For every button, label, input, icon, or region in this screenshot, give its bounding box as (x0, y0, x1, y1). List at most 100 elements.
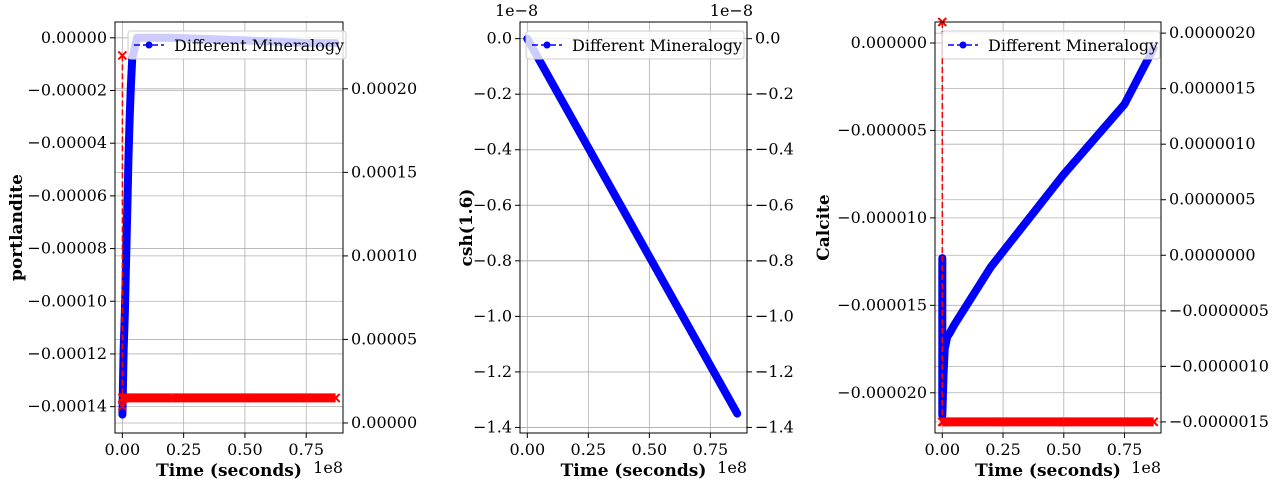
y-tick-label: −0.000005 (837, 120, 927, 139)
legend-label: Different Mineralogy (572, 36, 742, 55)
series-x-marker (117, 50, 128, 61)
series-x-marker (240, 393, 250, 403)
y-tick-label: −0.00006 (27, 186, 107, 205)
y2-tick-label: −1.0 (755, 306, 794, 325)
series-x-marker (301, 393, 311, 403)
y2-tick-label: 0.00010 (351, 246, 417, 265)
y2-tick-label: 0.0000015 (1169, 79, 1256, 98)
x-tick-label: 0.50 (1046, 440, 1082, 459)
x-tick-label: 0.50 (632, 440, 668, 459)
series-point (950, 321, 958, 329)
y-tick-label: −0.4 (473, 140, 512, 159)
series-x-marker (117, 401, 128, 411)
x-tick-label: 0.75 (1107, 440, 1143, 459)
y-tick-label: −0.000015 (837, 295, 927, 314)
y-tick-label: −0.00014 (27, 397, 107, 416)
y-tick-label: −0.000010 (837, 208, 927, 227)
x-offset-text: 1e8 (313, 458, 343, 477)
y-tick-label: −0.2 (473, 84, 512, 103)
axes-frame (519, 21, 748, 434)
y-tick-label: 0.00000 (41, 28, 107, 47)
y2-tick-label: −0.0000005 (1169, 301, 1269, 320)
y-tick-label: −0.6 (473, 195, 512, 214)
series-point (120, 347, 128, 355)
series-point (938, 412, 946, 420)
y2-tick-label: 0.00000 (351, 413, 417, 432)
y2-tick-label: 0.0000020 (1169, 23, 1256, 42)
series-x-marker (166, 393, 177, 403)
series-point (118, 411, 126, 419)
legend-box (525, 30, 745, 60)
axes-frame (934, 21, 1162, 434)
legend-box (127, 30, 347, 60)
series-x-marker (1149, 417, 1159, 427)
series-line-2 (941, 22, 1154, 423)
y2-tick-label: −0.8 (755, 251, 794, 270)
series-point (940, 371, 948, 379)
series-point (946, 329, 954, 337)
y-axis-label: portlandite (7, 174, 27, 281)
series-dash-1 (121, 37, 336, 415)
legend-marker (959, 41, 967, 49)
y-tick-label: −0.00012 (27, 344, 107, 363)
series-x-marker (938, 417, 949, 427)
y-tick-label: −1.0 (473, 306, 512, 325)
legend-label: Different Mineralogy (174, 36, 344, 55)
y2-tick-label: −1.2 (755, 362, 794, 381)
y2-tick-label: 0.0000000 (1169, 245, 1256, 264)
x-tick-label: 0.25 (166, 440, 202, 459)
series-x-marker (1119, 417, 1130, 427)
legend: Different Mineralogy (525, 30, 745, 60)
y2-tick-label: 0.0 (755, 29, 780, 48)
y-tick-label: −1.4 (473, 417, 512, 436)
axes-frame (114, 21, 344, 434)
series-x-marker (1059, 417, 1069, 427)
series-point (733, 410, 741, 418)
series-line-1 (523, 34, 742, 418)
y2-tick-label: 0.00015 (351, 162, 417, 181)
series-point (127, 81, 135, 89)
x-axis-label: Time (seconds) (156, 461, 302, 481)
series-x-marker (120, 393, 130, 403)
y-tick-label: 0.0 (487, 29, 512, 48)
y-tick-label: −0.00010 (27, 291, 107, 310)
y2-tick-label: −0.2 (755, 84, 794, 103)
series-x-marker (330, 393, 341, 403)
x-tick-label: 0.00 (510, 440, 546, 459)
legend-label: Different Mineralogy (988, 36, 1158, 55)
y2-offset-text: 1e−8 (710, 1, 753, 20)
y2-tick-label: 0.0000005 (1169, 190, 1256, 209)
series-point (987, 263, 995, 271)
y-axis-label: Calcite (814, 194, 834, 261)
y-axis-label: csh(1.6) (457, 189, 477, 267)
y-tick-label: −0.00002 (27, 81, 107, 100)
subplot-1: 0.00 0.25 0.50 0.75 −0.00014 −0.00012 −0.00010… (7, 21, 417, 481)
y2-tick-label: −0.4 (755, 140, 794, 159)
series-point (1121, 100, 1129, 108)
y-tick-label: −0.8 (473, 251, 512, 270)
y-offset-text: 1e−8 (495, 1, 538, 20)
subplot-2: 0.00 0.25 0.50 0.75 −1.4 −1.2 −1.0 −0.8 −0.6 −0.4… (457, 1, 794, 481)
y2-tick-label: −0.6 (755, 195, 794, 214)
legend-box (941, 30, 1161, 60)
series-point (123, 205, 131, 213)
y2-tick-label: −0.0000010 (1169, 356, 1269, 375)
y2-tick-label: −0.0000015 (1169, 412, 1269, 431)
subplot-3: 0.00 0.25 0.50 0.75 −0.000020 −0.000015 −0.000… (814, 17, 1269, 481)
series-point (124, 152, 132, 160)
x-offset-text: 1e8 (1131, 458, 1161, 477)
series-line-1 (118, 33, 340, 419)
x-tick-label: 0.25 (571, 440, 607, 459)
legend: Different Mineralogy (941, 30, 1161, 60)
y2-tick-label: 0.00020 (351, 79, 417, 98)
series-point (126, 113, 134, 121)
series-point (122, 260, 130, 268)
legend: Different Mineralogy (127, 30, 347, 60)
y2-tick-label: 0.00005 (351, 329, 417, 348)
x-axis-label: Time (seconds) (561, 461, 707, 481)
y-tick-label: −0.000020 (837, 383, 927, 402)
x-tick-label: 0.75 (693, 440, 729, 459)
legend-marker (543, 41, 551, 49)
y2-tick-label: 0.0000010 (1169, 134, 1256, 153)
